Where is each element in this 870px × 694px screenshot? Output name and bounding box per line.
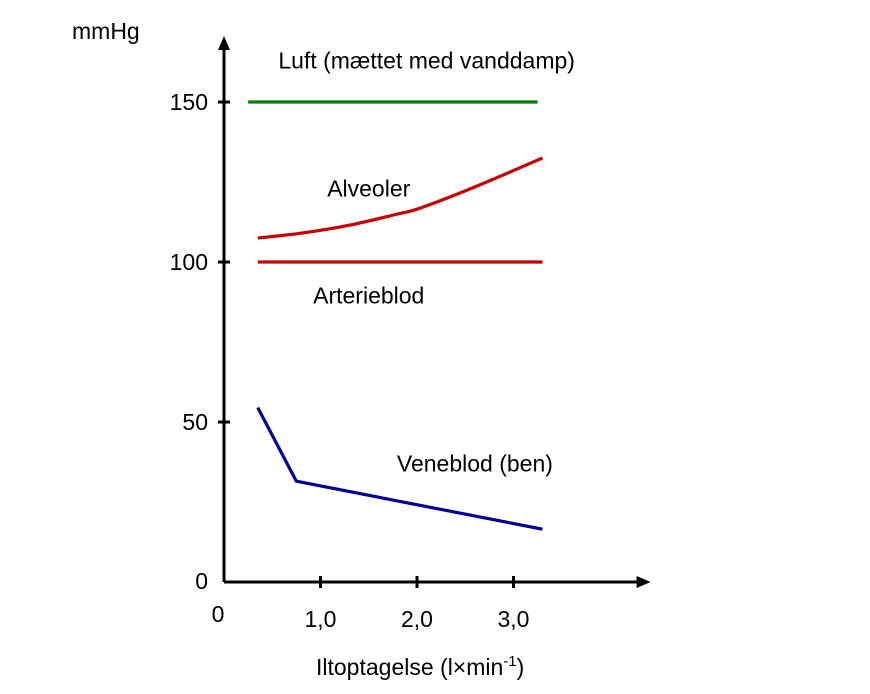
series-line [256,406,543,531]
y-tick-label: 100 [170,249,208,275]
y-tick-label: 0 [195,568,208,594]
ticks [218,100,515,588]
tick-labels: 0 50 100 150 0 1,0 2,0 3,0 [170,89,530,632]
series-label: Luft (mættet med vanddamp) [278,47,575,73]
x-axis-label: Iltoptagelse (l×min-1) [316,653,524,680]
y-axis-arrow [218,36,230,50]
y-tick-label: 150 [170,89,208,115]
series-label: Arterieblod [313,283,424,309]
axes [218,36,651,588]
x-tick-label: 1,0 [305,606,337,632]
x-tick-label: 2,0 [401,606,433,632]
series-labels: Luft (mættet med vanddamp) Alveoler Arteri… [278,47,575,476]
y-axis-label: mmHg [72,18,140,44]
y-tick-label: 50 [182,409,208,435]
x-tick-label: 0 [212,601,225,627]
x-tick-label: 3,0 [498,606,530,632]
series-label: Alveoler [327,175,410,201]
series-lines [248,100,544,531]
series-label: Veneblod (ben) [397,451,553,477]
x-axis-arrow [636,576,651,588]
series-line [257,156,544,240]
